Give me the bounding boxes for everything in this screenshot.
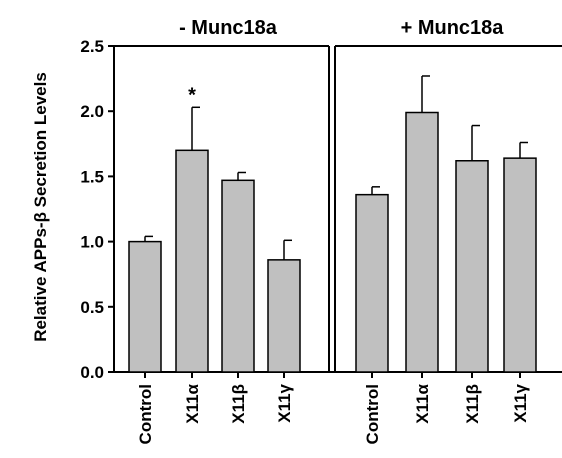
x-tick-label: Control xyxy=(136,384,155,444)
bar xyxy=(405,111,439,373)
y-tick-label: 0.0 xyxy=(80,363,104,382)
panel-title-plus-munc18a: + Munc18a xyxy=(401,17,505,39)
x-tick-label: X11γ xyxy=(511,383,530,422)
x-tick-label: X11γ xyxy=(275,383,294,422)
bar xyxy=(503,157,537,373)
bar xyxy=(267,259,301,373)
panel-title-minus-munc18a: - Munc18a xyxy=(179,17,278,39)
bar xyxy=(128,240,162,373)
bar xyxy=(175,149,209,373)
plot-area: 0.0 0.5 1.0 1.5 2.0 2.5 Control X11α * X11β X11γ Co… xyxy=(80,37,562,444)
y-tick-label: 1.5 xyxy=(80,167,104,186)
y-tick-label: 1.0 xyxy=(80,233,104,252)
y-axis-label: Relative APPs-β Secretion Levels xyxy=(31,72,50,342)
bar xyxy=(221,179,255,373)
y-tick-label: 0.5 xyxy=(80,298,104,317)
bar xyxy=(455,160,489,373)
y-tick-label: 2.5 xyxy=(80,37,104,56)
x-tick-label: X11α xyxy=(183,383,202,423)
bar xyxy=(355,193,389,373)
x-tick-label: X11α xyxy=(413,383,432,423)
x-tick-label: X11β xyxy=(229,384,248,424)
x-tick-label: Control xyxy=(363,384,382,444)
y-tick-label: 2.0 xyxy=(80,102,104,121)
x-tick-label: X11β xyxy=(463,384,482,424)
significance-annotation: * xyxy=(188,84,196,106)
